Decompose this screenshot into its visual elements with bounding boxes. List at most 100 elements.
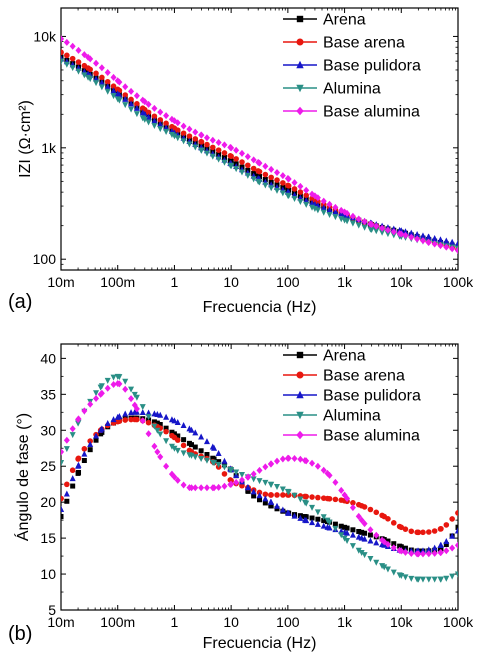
x-tick-label: 1 [171,274,179,290]
legend-marker [296,411,304,420]
data-point [301,499,308,506]
data-point [211,484,218,492]
series-marker [279,486,286,493]
series-marker [203,150,210,157]
series-marker [238,169,245,176]
series-marker [63,38,70,46]
series-marker [98,79,105,86]
series-marker [238,472,245,479]
series-marker [163,124,170,131]
series-marker [87,440,94,447]
series-marker [443,542,449,548]
series-marker [139,408,146,415]
series-marker [174,135,181,142]
series-marker [63,490,70,497]
series-marker [291,492,298,499]
data-point [368,220,375,228]
data-point [455,510,458,516]
series-marker [233,156,239,162]
series-marker [390,228,397,236]
data-point [171,445,178,452]
series-marker [373,531,380,539]
x-tick-label: 10k [390,614,414,630]
series-marker [280,180,286,186]
data-point [211,460,218,467]
series-marker [244,172,251,179]
y-tick-label: 1k [41,140,57,156]
data-point [302,493,308,500]
legend-marker [296,371,304,379]
legend-label: Base alumina [323,104,420,121]
series-marker [332,525,339,532]
legend-label: Base alumina [323,428,420,445]
x-tick-label: 100m [100,274,135,290]
legend-label: Arena [323,12,366,29]
series-marker [145,430,152,438]
x-tick-label: 10k [390,274,414,290]
series-marker [373,539,380,546]
data-point [284,454,291,462]
series-marker [362,530,368,536]
legend-label: Base pulidora [323,388,421,405]
series-marker [203,484,210,492]
series-marker [256,478,263,485]
y-tick-label: 10 [40,566,56,582]
legend-item: Arena [283,348,366,365]
series-marker [291,179,298,187]
series-marker [274,502,281,509]
series-marker [110,380,117,388]
data-point [154,427,161,434]
data-point [61,495,64,502]
series-marker [431,549,438,557]
series-marker [93,394,100,402]
series-marker [180,122,187,130]
data-point [342,524,348,530]
legend: Arena Base arena Base pulidora Alumina Base … [283,12,421,121]
series-marker [198,456,205,463]
series-marker [128,100,135,107]
series-marker [157,126,164,133]
data-point [324,495,331,502]
series-marker [180,421,187,428]
data-point [131,416,138,423]
legend-marker [296,351,304,359]
series-marker [303,186,310,194]
series-marker [203,134,210,142]
series-marker [151,419,157,425]
series-marker [221,464,228,471]
series-marker [449,573,456,580]
data-point [114,418,121,425]
data-point [359,529,365,535]
series-marker [279,506,286,513]
series-marker [104,420,111,427]
data-point [171,125,178,132]
series-marker [93,437,99,443]
data-point [75,470,81,476]
data-point [75,462,82,469]
series-marker [151,442,158,450]
data-point [131,401,138,409]
series-marker [443,237,450,244]
series-marker [198,484,205,492]
data-point [398,544,404,550]
series-marker [279,190,286,197]
series-marker [274,492,280,498]
y-tick-label: 35 [40,386,56,402]
series-marker [122,95,129,102]
y-tick-label: 100 [33,251,57,267]
series-marker [349,543,356,550]
x-tick-label: 100k [443,614,474,630]
series-marker [145,409,152,416]
series-marker [163,120,169,127]
series-marker [110,87,117,94]
series-marker [180,450,187,457]
series-marker [414,231,421,238]
data-point [398,572,405,579]
series-marker [373,228,380,235]
series-marker [203,438,210,445]
series-marker [75,68,82,75]
series-marker [110,416,117,423]
series-marker [320,197,327,205]
data-point [141,110,148,117]
series-marker [326,212,333,219]
